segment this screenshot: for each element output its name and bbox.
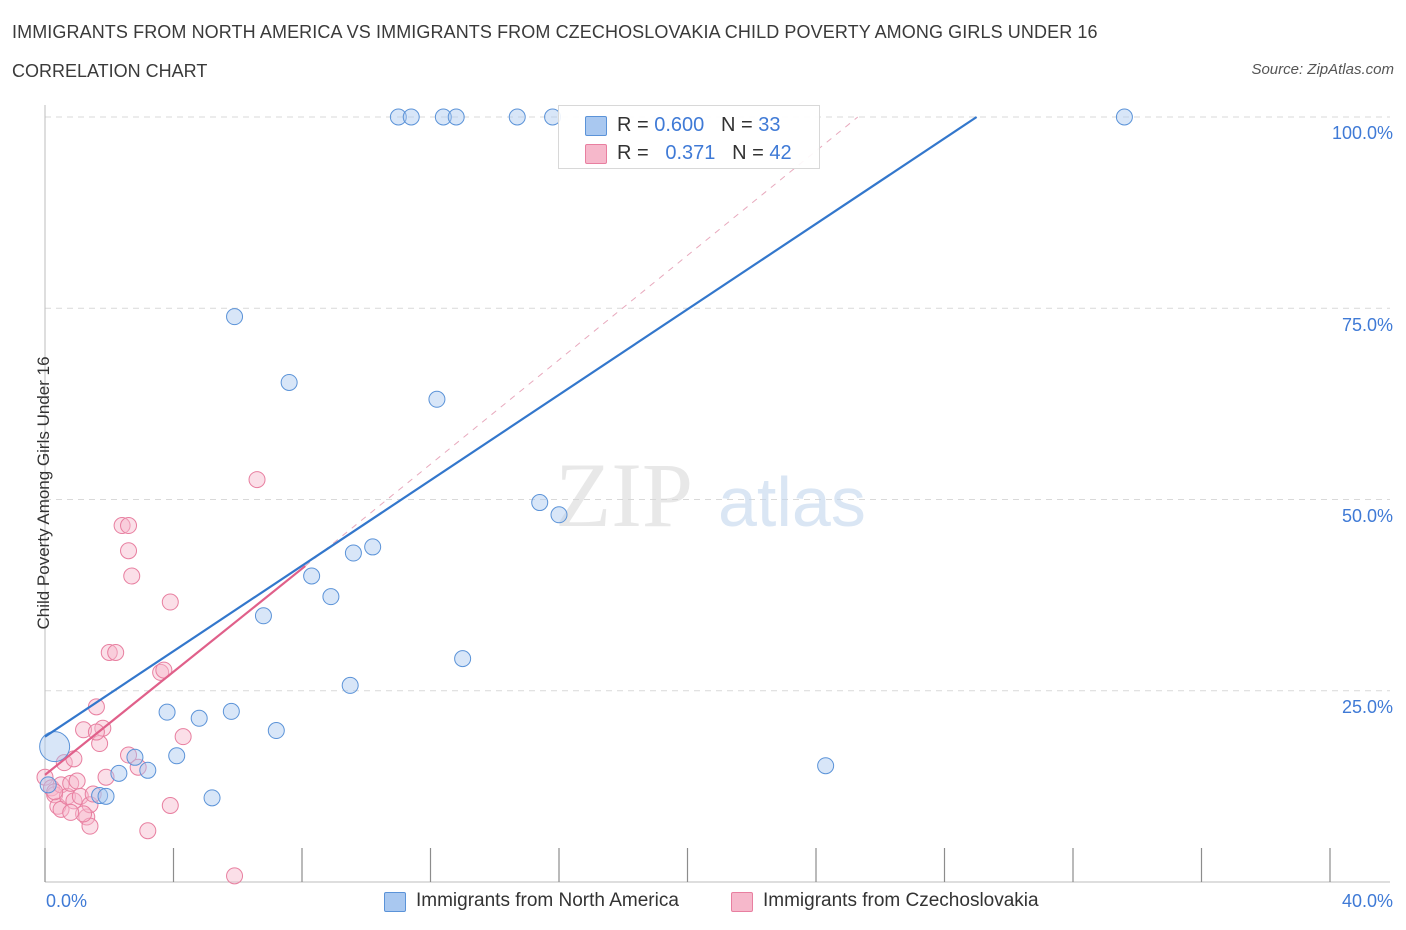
bottom-legend-swatch-blue <box>384 892 406 912</box>
reference-dashed-line <box>304 116 859 567</box>
data-point <box>303 567 321 585</box>
data-point <box>364 538 382 556</box>
data-point <box>222 702 240 720</box>
data-point <box>161 593 179 611</box>
data-point <box>120 746 138 764</box>
data-point <box>84 785 102 803</box>
data-point <box>254 607 272 625</box>
y-tick-label-100: 100.0% <box>1331 123 1393 143</box>
stats-legend: R = 0.600 N = 33 R = 0.371 N = 42 <box>558 105 820 169</box>
legend-text: R = 0.371 N = 42 <box>617 142 792 165</box>
legend-n-label: N = <box>732 142 770 164</box>
source-credit: Source: ZipAtlas.com <box>1251 61 1394 78</box>
data-point <box>550 506 568 524</box>
data-point <box>454 650 472 668</box>
data-point <box>97 768 115 786</box>
data-point <box>434 108 452 126</box>
data-point <box>139 761 157 779</box>
x-tick-label-min: 0.0% <box>46 891 88 911</box>
data-point <box>129 758 147 776</box>
legend-n-value: 33 <box>758 114 781 136</box>
data-point <box>344 544 362 562</box>
chart-subtitle: CORRELATION CHART <box>12 61 208 81</box>
legend-r-label: R = <box>617 114 655 136</box>
data-point <box>389 108 407 126</box>
data-point <box>110 764 128 782</box>
legend-swatch-pink <box>585 144 607 164</box>
y-tick-label-25: 25.0% <box>1341 697 1393 717</box>
data-point <box>75 721 93 739</box>
trend-line-czechoslovakia <box>44 565 306 776</box>
chart-title: IMMIGRANTS FROM NORTH AMERICA VS IMMIGRA… <box>12 22 1098 42</box>
data-point <box>1115 108 1133 126</box>
data-point <box>68 772 86 790</box>
data-point <box>190 709 208 727</box>
legend-n-label: N = <box>720 114 759 136</box>
watermark: ZIP atlas <box>555 444 866 546</box>
data-point <box>120 517 138 535</box>
trend-line-north-america <box>44 116 978 738</box>
data-point <box>120 542 138 560</box>
data-point <box>97 787 115 805</box>
bottom-legend-label-blue: Immigrants from North America <box>416 890 679 911</box>
data-point <box>341 676 359 694</box>
data-point <box>817 757 835 775</box>
data-point <box>203 789 221 807</box>
data-point <box>508 108 526 126</box>
bottom-legend-label-pink: Immigrants from Czechoslovakia <box>763 890 1039 911</box>
y-axis-label-wrap: Child Poverty Among Girls Under 16 <box>16 0 53 930</box>
data-point <box>46 783 64 801</box>
data-point <box>100 644 118 661</box>
data-point <box>322 588 340 606</box>
data-point <box>113 517 131 535</box>
grid-layer <box>45 116 1390 692</box>
data-point <box>152 663 170 681</box>
data-point <box>91 787 109 805</box>
data-point <box>248 471 266 489</box>
data-point <box>75 805 93 823</box>
legend-r-value: 0.371 <box>665 142 716 164</box>
data-point <box>402 108 420 126</box>
data-point <box>123 567 141 585</box>
series-czechoslovakia-points <box>36 471 266 885</box>
data-point <box>226 308 244 326</box>
legend-text: R = 0.600 N = 33 <box>617 114 780 137</box>
data-point <box>174 728 192 746</box>
watermark-atlas: atlas <box>718 463 866 541</box>
data-point <box>168 747 186 765</box>
series-north-america-points <box>39 108 1133 807</box>
data-point <box>267 722 285 740</box>
data-point <box>39 776 57 794</box>
legend-r-value: 0.600 <box>654 114 705 136</box>
data-point <box>158 703 176 721</box>
legend-r-label: R = <box>617 142 655 164</box>
legend-swatch-blue <box>585 116 607 136</box>
data-point <box>126 748 144 766</box>
legend-n-value: 42 <box>769 142 792 164</box>
data-point <box>139 822 157 840</box>
data-point <box>428 390 446 408</box>
data-point <box>161 797 179 814</box>
data-point <box>62 803 80 821</box>
bottom-legend-swatch-pink <box>731 892 753 912</box>
trend-lines <box>44 116 978 776</box>
data-point <box>39 731 71 763</box>
axis-layer <box>44 105 1390 883</box>
data-point <box>531 494 549 512</box>
y-axis-label: Child Poverty Among Girls Under 16 <box>34 356 53 630</box>
watermark-zip: ZIP <box>555 444 693 546</box>
data-point <box>447 108 465 126</box>
data-point <box>71 787 89 805</box>
data-point <box>55 754 73 772</box>
data-point <box>280 373 298 391</box>
x-tick-label-max: 40.0% <box>1341 891 1393 911</box>
y-tick-label-75: 75.0% <box>1341 315 1393 335</box>
data-point <box>226 867 244 885</box>
data-point <box>62 774 80 792</box>
reference-line-layer <box>304 116 859 567</box>
y-tick-label-50: 50.0% <box>1341 506 1393 526</box>
data-point <box>107 644 125 661</box>
